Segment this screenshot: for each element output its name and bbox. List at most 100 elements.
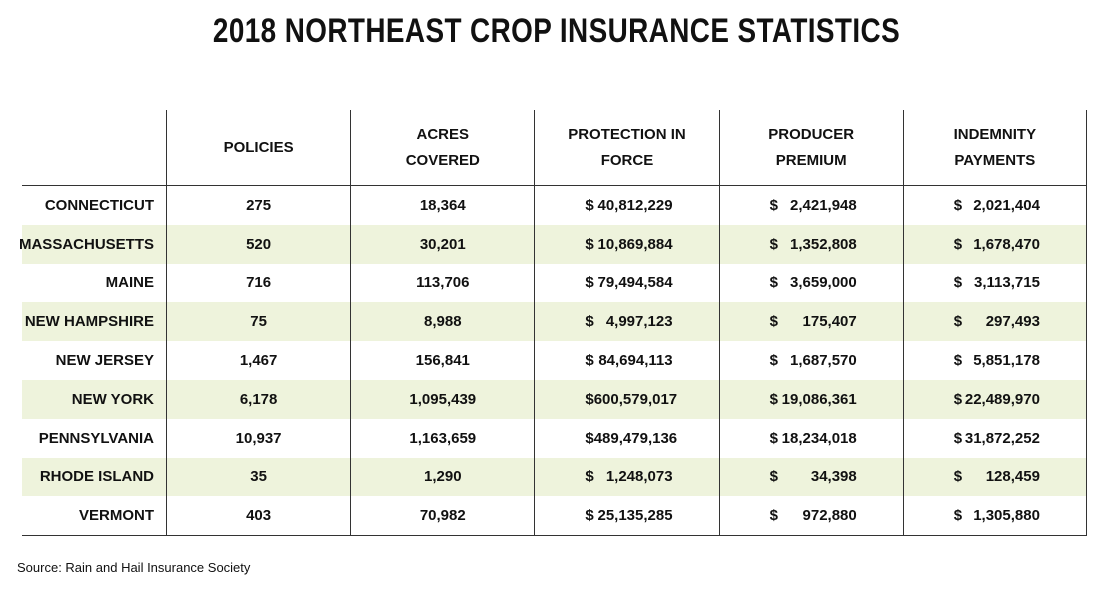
currency-symbol: $ <box>585 390 594 408</box>
currency-symbol: $ <box>585 429 594 447</box>
table-cell: 18,364 <box>350 186 534 225</box>
table-cell: 1,290 <box>350 457 534 497</box>
money-cell: $1,305,880 <box>902 496 1087 536</box>
state-name: MAINE <box>105 274 154 292</box>
state-name: MASSACHUSETTS <box>18 235 154 253</box>
money-cell: $3,659,000 <box>718 263 903 303</box>
table-cell: 10,937 <box>166 418 350 458</box>
table: POLICIES ACRES COVERED PROTECTION IN FORCE PR… <box>18 110 1087 537</box>
amount: 18,234,018 <box>781 429 857 447</box>
currency-symbol: $ <box>953 196 963 214</box>
money-cell: $31,872,252 <box>902 418 1087 458</box>
amount: 84,694,113 <box>598 352 673 370</box>
money-cell: $128,459 <box>902 457 1087 497</box>
currency-symbol: $ <box>585 313 594 331</box>
money-cell: $489,479,136 <box>534 418 718 458</box>
amount: 1,687,570 <box>790 352 857 370</box>
currency-symbol: $ <box>585 235 594 253</box>
table-row: NEW HAMPSHIRE 75 8,988 $4,997,123 $175,407 $2… <box>22 302 1087 342</box>
table-row: PENNSYLVANIA 10,937 1,163,659 $489,479,136 $… <box>22 418 1087 458</box>
header-line: FORCE <box>600 151 654 169</box>
header-line: PREMIUM <box>775 151 847 169</box>
table-cell: 403 <box>166 496 350 536</box>
title: 2018 NORTHEAST CROP INSURANCE STATISTICS <box>212 12 901 50</box>
amount: 1,352,808 <box>790 235 857 253</box>
currency-symbol: $ <box>585 274 594 292</box>
table-row: RHODE ISLAND 35 1,290 $1,248,073 $34,398 $128… <box>22 457 1087 497</box>
amount: 10,869,884 <box>597 235 673 253</box>
state-name: VERMONT <box>79 507 154 525</box>
currency-symbol: $ <box>585 468 594 486</box>
amount: 2,021,404 <box>973 196 1040 214</box>
header-cell: ACRES COVERED <box>350 110 534 185</box>
table-row: VERMONT 403 70,982 $25,135,285 $972,880 $1,30… <box>22 496 1087 537</box>
table-cell: 716 <box>166 263 350 303</box>
money-cell: $40,812,229 <box>534 186 718 225</box>
amount: 34,398 <box>810 468 857 486</box>
money-cell: $5,851,178 <box>902 341 1087 380</box>
source: Source: Rain and Hail Insurance Society <box>17 560 251 575</box>
money-cell: $34,398 <box>718 457 903 497</box>
header-line: ACRES <box>416 125 470 143</box>
state-name: CONNECTICUT <box>44 196 154 214</box>
currency-symbol: $ <box>953 313 963 331</box>
header-line: POLICIES <box>223 138 294 156</box>
table-cell: 30,201 <box>350 224 534 264</box>
currency-symbol: $ <box>769 468 778 486</box>
state-name: NEW YORK <box>71 390 154 408</box>
money-cell: $972,880 <box>718 496 903 536</box>
money-cell: $19,086,361 <box>718 379 903 419</box>
table-cell: 1,467 <box>166 341 350 380</box>
table-cell: 113,706 <box>350 263 534 303</box>
currency-symbol: $ <box>769 429 778 447</box>
currency-symbol: $ <box>769 507 778 525</box>
money-cell: $1,687,570 <box>718 341 903 380</box>
currency-symbol: $ <box>953 235 963 253</box>
money-cell: $1,352,808 <box>718 224 903 264</box>
amount: 489,479,136 <box>593 429 678 447</box>
header-line: PROTECTION IN <box>568 125 686 143</box>
table-row: MASSACHUSETTS 520 30,201 $10,869,884 $1,352,… <box>18 224 1087 264</box>
currency-symbol: $ <box>953 274 963 292</box>
table-cell: 1,163,659 <box>350 418 534 458</box>
currency-symbol: $ <box>953 507 963 525</box>
money-cell: $2,021,404 <box>902 186 1087 225</box>
table-cell: 156,841 <box>350 341 534 380</box>
money-cell: $1,678,470 <box>902 224 1087 264</box>
amount: 1,305,880 <box>973 507 1040 525</box>
money-cell: $10,869,884 <box>534 224 718 264</box>
currency-symbol: $ <box>953 429 963 447</box>
table-cell: 35 <box>166 457 350 497</box>
header-cell: POLICIES <box>166 110 350 185</box>
currency-symbol: $ <box>585 352 594 370</box>
currency-symbol: $ <box>769 352 778 370</box>
header-cell: PROTECTION IN FORCE <box>534 110 718 185</box>
amount: 3,659,000 <box>790 274 857 292</box>
amount: 22,489,970 <box>964 390 1040 408</box>
table-cell: 70,982 <box>350 496 534 536</box>
table-row: MAINE 716 113,706 $79,494,584 $3,659,000 $3,1… <box>22 263 1087 303</box>
currency-symbol: $ <box>769 274 778 292</box>
state-name: NEW HAMPSHIRE <box>24 313 154 331</box>
currency-symbol: $ <box>953 390 963 408</box>
amount: 600,579,017 <box>593 390 678 408</box>
table-cell: 1,095,439 <box>350 379 534 419</box>
money-cell: $25,135,285 <box>534 496 718 536</box>
header-line: PAYMENTS <box>954 151 1036 169</box>
table-cell: 520 <box>166 224 350 264</box>
currency-symbol: $ <box>953 468 963 486</box>
currency-symbol: $ <box>585 507 594 525</box>
table-row: NEW JERSEY 1,467 156,841 $84,694,113 $1,687,… <box>22 341 1087 380</box>
table-cell: 75 <box>166 302 350 342</box>
amount: 3,113,715 <box>974 274 1040 292</box>
table-cell: 8,988 <box>350 302 534 342</box>
amount: 1,248,073 <box>605 468 673 486</box>
amount: 2,421,948 <box>790 196 857 214</box>
money-cell: $2,421,948 <box>718 186 903 225</box>
money-cell: $3,113,715 <box>902 263 1087 303</box>
amount: 40,812,229 <box>597 196 673 214</box>
amount: 19,086,361 <box>781 390 857 408</box>
header-cell <box>22 110 166 185</box>
money-cell: $600,579,017 <box>534 379 718 419</box>
